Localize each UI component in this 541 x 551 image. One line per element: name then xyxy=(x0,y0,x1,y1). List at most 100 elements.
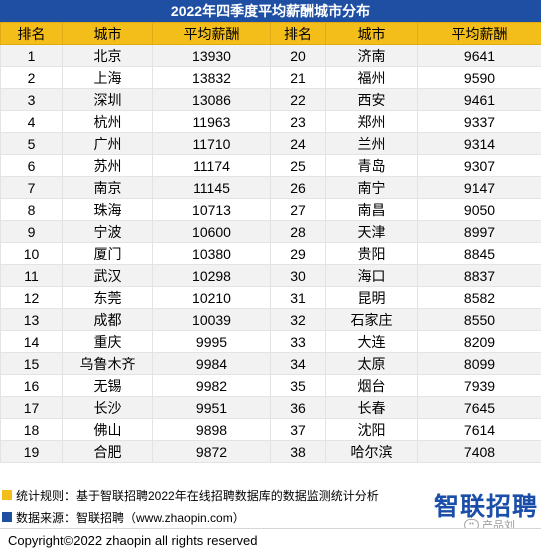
city-cell: 南京 xyxy=(62,176,153,199)
table-row: 16 无锡 9982 35 烟台 7939 xyxy=(0,374,541,397)
salary-cell: 9337 xyxy=(417,110,541,133)
table-row: 11 武汉 10298 30 海口 8837 xyxy=(0,264,541,287)
rank-cell: 35 xyxy=(270,374,326,397)
rank-cell: 1 xyxy=(0,44,63,67)
city-cell: 佛山 xyxy=(62,418,153,441)
rank-cell: 9 xyxy=(0,220,63,243)
rank-cell: 14 xyxy=(0,330,63,353)
salary-cell: 8099 xyxy=(417,352,541,375)
salary-cell: 8550 xyxy=(417,308,541,331)
salary-cell: 10713 xyxy=(152,198,271,221)
salary-cell: 11145 xyxy=(152,176,271,199)
city-cell: 杭州 xyxy=(62,110,153,133)
header-city: 城市 xyxy=(62,22,153,45)
rank-cell: 8 xyxy=(0,198,63,221)
table-row: 5 广州 11710 24 兰州 9314 xyxy=(0,132,541,155)
rank-cell: 25 xyxy=(270,154,326,177)
note-source: 数据来源：智联招聘（www.zhaopin.com） xyxy=(0,507,245,527)
city-cell: 重庆 xyxy=(62,330,153,353)
header-salary: 平均薪酬 xyxy=(417,22,541,45)
rank-cell: 2 xyxy=(0,66,63,89)
table-header-row: 排名 城市 平均薪酬 排名 城市 平均薪酬 xyxy=(0,22,541,45)
rank-cell: 24 xyxy=(270,132,326,155)
salary-cell: 9461 xyxy=(417,88,541,111)
salary-table: 排名 城市 平均薪酬 排名 城市 平均薪酬 1 北京 13930 20 济南 9641 2 上… xyxy=(0,22,541,463)
rank-cell: 31 xyxy=(270,286,326,309)
header-rank: 排名 xyxy=(270,22,326,45)
rank-cell: 4 xyxy=(0,110,63,133)
salary-cell: 13930 xyxy=(152,44,271,67)
rank-cell: 5 xyxy=(0,132,63,155)
rank-cell: 20 xyxy=(270,44,326,67)
salary-cell: 9590 xyxy=(417,66,541,89)
table-row: 15 乌鲁木齐 9984 34 太原 8099 xyxy=(0,352,541,375)
table-row: 7 南京 11145 26 南宁 9147 xyxy=(0,176,541,199)
city-cell: 烟台 xyxy=(325,374,418,397)
city-cell: 广州 xyxy=(62,132,153,155)
notes-section: 统计规则：基于智联招聘2022年在线招聘数据库的数据监测统计分析 数据来源：智联… xyxy=(0,482,541,528)
table-row: 19 合肥 9872 38 哈尔滨 7408 xyxy=(0,440,541,463)
header-rank: 排名 xyxy=(0,22,63,45)
rank-cell: 34 xyxy=(270,352,326,375)
city-cell: 太原 xyxy=(325,352,418,375)
header-city: 城市 xyxy=(325,22,418,45)
salary-cell: 7645 xyxy=(417,396,541,419)
rank-cell: 19 xyxy=(0,440,63,463)
note-rule-text: 统计规则：基于智联招聘2022年在线招聘数据库的数据监测统计分析 xyxy=(16,488,379,503)
note-source-marker xyxy=(2,512,12,522)
rank-cell: 23 xyxy=(270,110,326,133)
rank-cell: 33 xyxy=(270,330,326,353)
city-cell: 济南 xyxy=(325,44,418,67)
table-row: 8 珠海 10713 27 南昌 9050 xyxy=(0,198,541,221)
salary-cell: 8837 xyxy=(417,264,541,287)
city-cell: 东莞 xyxy=(62,286,153,309)
city-cell: 无锡 xyxy=(62,374,153,397)
rank-cell: 21 xyxy=(270,66,326,89)
salary-cell: 13086 xyxy=(152,88,271,111)
rank-cell: 10 xyxy=(0,242,63,265)
city-cell: 海口 xyxy=(325,264,418,287)
city-cell: 长春 xyxy=(325,396,418,419)
salary-cell: 9147 xyxy=(417,176,541,199)
city-cell: 厦门 xyxy=(62,242,153,265)
city-cell: 北京 xyxy=(62,44,153,67)
salary-cell: 10600 xyxy=(152,220,271,243)
rank-cell: 36 xyxy=(270,396,326,419)
salary-cell: 9872 xyxy=(152,440,271,463)
salary-cell: 8582 xyxy=(417,286,541,309)
table-row: 10 厦门 10380 29 贵阳 8845 xyxy=(0,242,541,265)
rank-cell: 37 xyxy=(270,418,326,441)
rank-cell: 16 xyxy=(0,374,63,397)
city-cell: 珠海 xyxy=(62,198,153,221)
salary-cell: 7614 xyxy=(417,418,541,441)
city-cell: 武汉 xyxy=(62,264,153,287)
salary-cell: 9951 xyxy=(152,396,271,419)
table-row: 1 北京 13930 20 济南 9641 xyxy=(0,44,541,67)
salary-cell: 9050 xyxy=(417,198,541,221)
table-row: 18 佛山 9898 37 沈阳 7614 xyxy=(0,418,541,441)
rank-cell: 29 xyxy=(270,242,326,265)
rank-cell: 3 xyxy=(0,88,63,111)
table-row: 13 成都 10039 32 石家庄 8550 xyxy=(0,308,541,331)
table-row: 9 宁波 10600 28 天津 8997 xyxy=(0,220,541,243)
table-row: 3 深圳 13086 22 西安 9461 xyxy=(0,88,541,111)
rank-cell: 15 xyxy=(0,352,63,375)
city-cell: 大连 xyxy=(325,330,418,353)
table-row: 4 杭州 11963 23 郑州 9337 xyxy=(0,110,541,133)
brand-logo: 智联招聘 xyxy=(434,493,539,521)
salary-cell: 11710 xyxy=(152,132,271,155)
copyright-text: Copyright©2022 zhaopin all rights reserv… xyxy=(8,532,258,548)
table-row: 12 东莞 10210 31 昆明 8582 xyxy=(0,286,541,309)
rank-cell: 27 xyxy=(270,198,326,221)
table-row: 2 上海 13832 21 福州 9590 xyxy=(0,66,541,89)
salary-cell: 9995 xyxy=(152,330,271,353)
rank-cell: 28 xyxy=(270,220,326,243)
city-cell: 哈尔滨 xyxy=(325,440,418,463)
salary-cell: 8209 xyxy=(417,330,541,353)
city-cell: 西安 xyxy=(325,88,418,111)
salary-cell: 7408 xyxy=(417,440,541,463)
rank-cell: 17 xyxy=(0,396,63,419)
salary-cell: 10380 xyxy=(152,242,271,265)
city-cell: 青岛 xyxy=(325,154,418,177)
